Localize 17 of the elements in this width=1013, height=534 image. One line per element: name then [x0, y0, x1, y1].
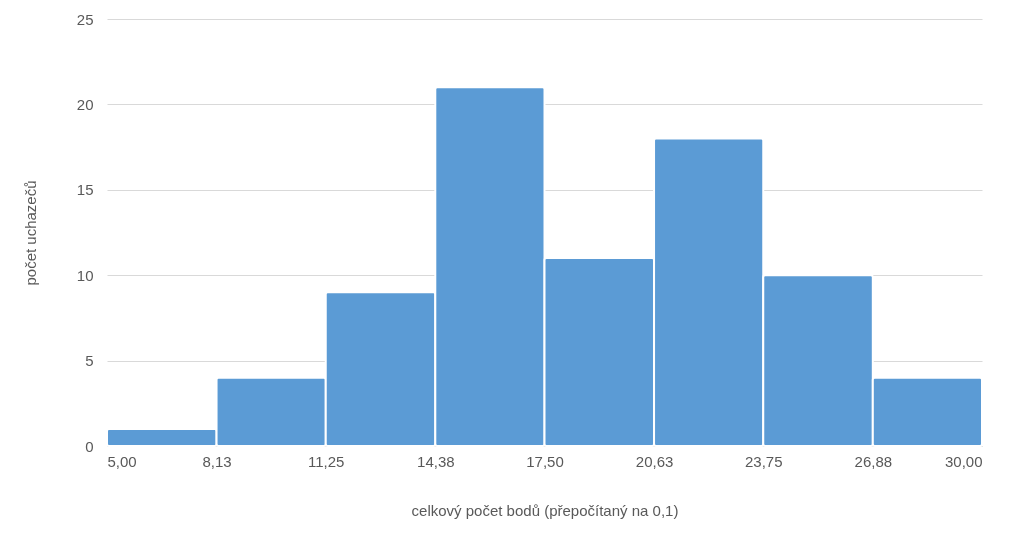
x-tick-label: 17,50	[526, 452, 564, 470]
x-tick-label: 20,63	[635, 452, 674, 470]
x-tick-label: 26,88	[854, 452, 893, 470]
y-tick-label: 10	[76, 266, 94, 284]
x-tick-label: 11,25	[308, 452, 345, 470]
x-tick-label: 14,38	[417, 452, 455, 470]
y-tick-label: 0	[85, 437, 94, 455]
y-tick-label: 20	[76, 95, 94, 113]
x-tick-label: 30,00	[944, 452, 983, 470]
x-tick-label: 5,00	[107, 452, 137, 470]
y-tick-label: 5	[85, 352, 94, 370]
y-tick-label: 25	[76, 10, 94, 28]
x-tick-label: 23,75	[744, 452, 783, 470]
x-axis-title: celkový počet bodů (přepočítaný na 0,1)	[411, 501, 679, 519]
y-axis-title: počet uchazečů	[21, 180, 39, 286]
y-tick-label: 15	[76, 181, 94, 199]
x-tick-label: 8,13	[202, 452, 232, 470]
